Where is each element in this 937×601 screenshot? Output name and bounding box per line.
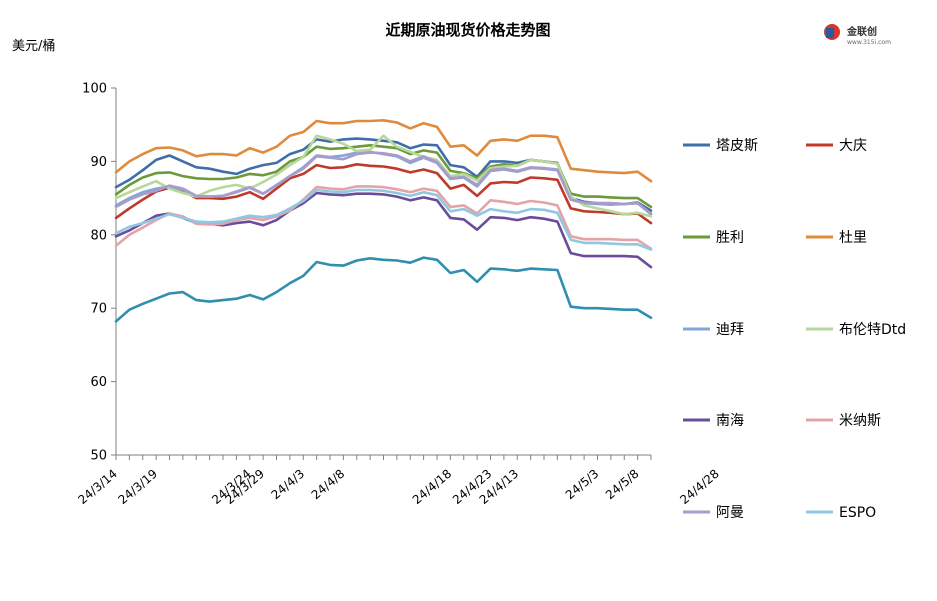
legend-label: 胜利 xyxy=(716,230,744,246)
x-tick-label: 24/4/3 xyxy=(269,467,308,503)
x-tick-label: 24/4/28 xyxy=(677,467,721,507)
series-line-5 xyxy=(114,150,653,216)
legend-label: 米纳斯 xyxy=(839,413,881,429)
logo-mark-block xyxy=(826,28,834,38)
y-axis-unit-label: 美元/桶 xyxy=(12,39,55,54)
chart-title: 近期原油现货价格走势图 xyxy=(385,21,550,39)
legend-label: ESPO xyxy=(839,505,876,521)
series-lines xyxy=(114,119,653,323)
x-tick-label: 24/4/8 xyxy=(309,467,348,503)
series-line-4 xyxy=(114,119,653,183)
x-tick-label: 24/5/3 xyxy=(563,467,602,503)
brand-logo: 金联创 www.315i.com xyxy=(824,24,891,46)
y-tick-label: 80 xyxy=(90,228,107,243)
logo-text: 金联创 xyxy=(846,25,877,38)
y-tick-label: 70 xyxy=(90,302,107,317)
legend-label: 阿曼 xyxy=(716,505,744,521)
x-tick-label: 24/3/19 xyxy=(116,467,160,507)
series-line-6 xyxy=(114,134,653,218)
series-line-11 xyxy=(114,256,653,323)
y-tick-label: 60 xyxy=(90,375,107,390)
legend-label: 布伦特Dtd xyxy=(839,322,906,338)
legend-label: 杜里 xyxy=(839,230,867,246)
y-tick-label: 50 xyxy=(90,449,107,464)
x-tick-label: 24/5/8 xyxy=(603,467,642,503)
legend-label: 迪拜 xyxy=(716,322,744,338)
series-line-2 xyxy=(114,163,653,225)
series-line-8 xyxy=(114,185,653,250)
y-tick-label: 100 xyxy=(82,82,107,97)
legend-label: 大庆 xyxy=(839,138,867,154)
logo-url: www.315i.com xyxy=(847,39,891,46)
y-tick-label: 90 xyxy=(90,155,107,170)
series-line-10 xyxy=(114,188,653,251)
legend-label: 南海 xyxy=(716,413,744,429)
legend-label: 塔皮斯 xyxy=(716,138,758,154)
x-tick-label: 24/3/14 xyxy=(75,467,119,507)
x-tick-label: 24/4/18 xyxy=(410,467,454,507)
series-line-9 xyxy=(114,151,653,215)
series-line-7 xyxy=(114,191,653,269)
